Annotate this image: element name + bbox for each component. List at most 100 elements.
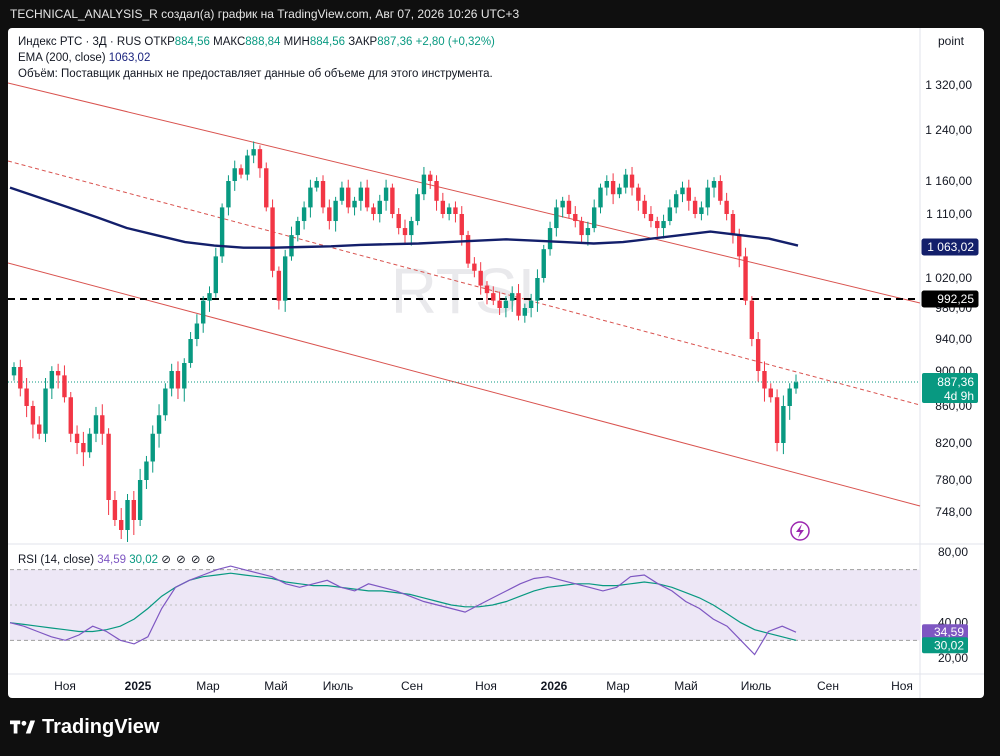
candle-body xyxy=(257,149,263,169)
candle-body xyxy=(617,187,622,195)
candle-body xyxy=(251,149,256,156)
candle-body xyxy=(270,207,275,271)
symbol-label[interactable]: Индекс РТС · 3Д · RUS xyxy=(18,36,142,48)
candle-body xyxy=(74,433,80,443)
candle-body xyxy=(522,308,528,316)
candle-body xyxy=(673,194,679,208)
candle-body xyxy=(87,433,92,453)
candle-body xyxy=(705,187,710,208)
candle-body xyxy=(415,194,420,222)
level-price-tag: 992,25 xyxy=(937,292,974,306)
candle-body xyxy=(289,235,294,257)
events-lightning-icon[interactable] xyxy=(790,521,810,541)
chart-card[interactable]: RTSI 1 320,00 1 240,00 1 160,00 1 110,00 1 02… xyxy=(8,28,984,698)
candle-body xyxy=(472,263,477,271)
candle-body xyxy=(55,371,61,376)
rsi-tag-bg xyxy=(922,624,968,641)
candle-body xyxy=(724,200,729,214)
price-legend: Индекс РТС · 3Д · RUS ОТКР884,56 МАКС888… xyxy=(18,34,495,82)
candle-body xyxy=(144,461,149,480)
price-tick-label: 820,00 xyxy=(935,436,972,450)
candle-body xyxy=(610,181,616,195)
candle-body xyxy=(156,415,162,434)
candle-body xyxy=(755,339,761,371)
candle-body xyxy=(737,235,742,257)
ema-value: 1063,02 xyxy=(108,52,151,64)
candle-body xyxy=(440,200,446,214)
candle-body xyxy=(150,433,155,462)
countdown-tag: 4d 9h xyxy=(944,389,974,403)
time-tick-label: Мар xyxy=(196,679,220,693)
candle-body xyxy=(175,371,181,389)
candle-body xyxy=(314,181,319,188)
candle-body xyxy=(238,168,244,175)
candle-body xyxy=(566,200,572,214)
low-value: 884,56 xyxy=(309,36,346,48)
candle-body xyxy=(465,235,471,264)
candle-body xyxy=(667,207,673,222)
watermark-text: RTSI xyxy=(391,255,536,327)
candle-body xyxy=(655,221,660,229)
candle-body xyxy=(711,181,717,188)
candle-body xyxy=(409,221,414,236)
rsi-ma-tag-bg xyxy=(922,637,968,654)
price-tick-label: 780,00 xyxy=(935,473,972,487)
volume-note: Объём: Поставщик данных не предоставляет… xyxy=(18,68,493,80)
low-label: МИН xyxy=(283,36,310,48)
candle-body xyxy=(762,371,767,389)
price-scale-unit[interactable]: point xyxy=(937,34,964,48)
candle-body xyxy=(528,300,534,308)
chart-canvas[interactable]: RTSI 1 320,00 1 240,00 1 160,00 1 110,00 1 02… xyxy=(8,28,984,698)
candle-body xyxy=(636,187,641,201)
candle-body xyxy=(245,155,250,175)
candle-body xyxy=(535,278,540,301)
candle-body xyxy=(119,520,124,530)
time-tick-label: Сен xyxy=(817,679,839,693)
candle-body xyxy=(623,174,628,188)
candle-body xyxy=(390,187,395,214)
candle-body xyxy=(125,500,130,530)
candle-body xyxy=(680,187,685,195)
level-price-tag-bg xyxy=(921,290,979,308)
channel-lower-line xyxy=(8,262,921,507)
candle-body xyxy=(749,300,755,339)
time-tick-label: Ноя xyxy=(891,679,913,693)
attribution-text: TECHNICAL_ANALYSIS_R создал(а) график на… xyxy=(10,7,520,21)
candle-body xyxy=(560,200,565,208)
ema-row[interactable]: EMA (200, close) 1063,02 xyxy=(18,50,495,66)
close-value: 887,36 xyxy=(377,36,413,48)
candle-body xyxy=(774,397,780,443)
price-tick-label: 1 320,00 xyxy=(925,78,972,92)
candle-body xyxy=(43,388,48,434)
candle-body xyxy=(459,214,464,236)
candle-body xyxy=(131,500,137,520)
candle-body xyxy=(573,214,578,222)
candle-body xyxy=(730,214,736,236)
candle-body xyxy=(327,207,332,222)
candle-body xyxy=(648,214,654,222)
time-tick-label: Июль xyxy=(323,679,354,693)
candle-body xyxy=(276,270,282,301)
candle-body xyxy=(200,300,206,324)
price-tick-label: 1 110,00 xyxy=(926,207,972,221)
candle-body xyxy=(106,433,111,500)
high-label: МАКС xyxy=(213,36,246,48)
candle-body xyxy=(308,187,313,208)
candle-body xyxy=(446,207,452,214)
price-tick-label: 1 020,00 xyxy=(925,271,972,285)
candle-body xyxy=(516,293,521,316)
visibility-icons[interactable]: ⊘ ⊘ ⊘ ⊘ xyxy=(161,554,217,566)
candle-body xyxy=(232,168,237,181)
change-value: +2,80 (+0,32%) xyxy=(415,36,495,48)
rsi-label: RSI (14, close) xyxy=(18,554,95,566)
high-value: 888,84 xyxy=(245,36,281,48)
channel-upper-line xyxy=(8,82,921,304)
candle-body xyxy=(579,221,584,236)
time-tick-label: 2025 xyxy=(125,679,152,693)
rsi-legend[interactable]: RSI (14, close) 34,59 30,02 ⊘ ⊘ ⊘ ⊘ xyxy=(18,552,216,566)
candle-body xyxy=(428,174,433,181)
rsi-tick-label: 80,00 xyxy=(938,545,968,559)
candle-body xyxy=(383,187,389,201)
brand-footer: TradingView xyxy=(10,712,159,742)
candle-body xyxy=(661,221,666,229)
